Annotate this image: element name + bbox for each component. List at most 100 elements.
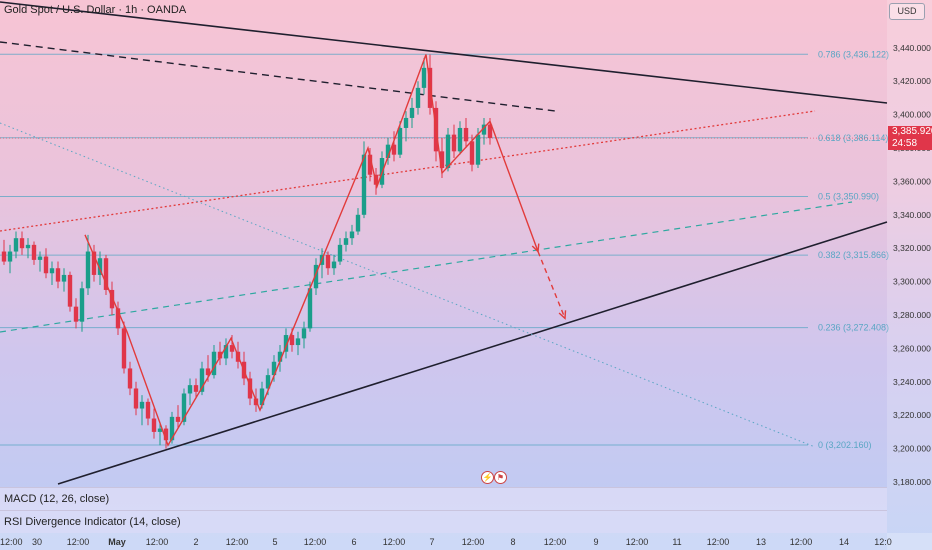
macd-label: MACD (12, 26, close)	[4, 493, 110, 505]
bar-countdown: 24:58	[888, 138, 932, 150]
candle-body	[331, 261, 337, 269]
candle-body	[199, 368, 205, 392]
time-tick-label: 12:00	[790, 537, 813, 547]
candle-body	[367, 154, 373, 175]
candle-76	[457, 121, 463, 155]
candle-15	[91, 244, 97, 282]
fib-label-0.618: 0.618 (3,386.114)	[818, 133, 888, 143]
fib-label-0: 0 (3,202.160)	[818, 440, 872, 450]
candlesticks	[1, 54, 493, 449]
price-tick-label: 3,200.000	[893, 444, 931, 454]
price-tick-label: 3,220.000	[893, 410, 931, 420]
zigzag-wave	[84, 54, 539, 447]
macd-pane[interactable]: MACD (12, 26, close)	[0, 487, 887, 510]
candle-body	[247, 378, 253, 399]
candle-29	[175, 405, 181, 429]
candle-body	[439, 151, 445, 169]
time-tick-label: 8	[510, 537, 515, 547]
currency-button[interactable]: USD	[889, 3, 925, 20]
lower-trendline	[57, 221, 888, 485]
candle-body	[229, 345, 235, 352]
candle-body	[409, 107, 415, 118]
time-tick-label: 7	[429, 537, 434, 547]
time-tick-label: 12:00	[707, 537, 730, 547]
time-tick-label: 12:00	[226, 537, 249, 547]
candle-body	[133, 388, 139, 409]
price-tick-label: 3,280.000	[893, 310, 931, 320]
rsi-divergence-pane[interactable]: RSI Divergence Indicator (14, close)	[0, 510, 887, 533]
candle-body	[451, 134, 457, 152]
candle-body	[121, 328, 127, 369]
candle-body	[277, 351, 283, 362]
candle-19	[115, 301, 121, 336]
candle-body	[325, 254, 331, 269]
candle-body	[97, 258, 103, 275]
candle-10	[61, 268, 67, 292]
candle-74	[445, 127, 451, 172]
time-tick-label: 12:0	[874, 537, 892, 547]
time-axis[interactable]: 12:00 30 12:00 May 12:00 2 12:00 5 12:00 6 12:00 7 1…	[0, 533, 932, 550]
candle-7	[43, 248, 49, 279]
red-dotted-trendline	[0, 110, 816, 232]
price-tick-label: 3,440.000	[893, 43, 931, 53]
candle-55	[331, 254, 337, 275]
candle-65	[391, 131, 397, 162]
symbol-title: Gold Spot / U.S. Dollar · 1h · OANDA	[4, 4, 187, 16]
candle-54	[325, 251, 331, 275]
candle-13	[79, 281, 85, 332]
candle-body	[193, 385, 199, 392]
candle-body	[361, 154, 367, 215]
candle-body	[169, 416, 175, 441]
candle-body	[421, 67, 427, 88]
candle-body	[475, 134, 481, 165]
time-tick-label: 11	[672, 537, 681, 547]
candle-56	[337, 238, 343, 265]
candle-77	[463, 117, 469, 148]
candle-26	[157, 421, 163, 446]
candle-body	[445, 134, 451, 169]
price-axis[interactable]: 3,180.000 3,200.000 3,220.000 3,240.000 3,26…	[887, 0, 932, 550]
candle-36	[217, 341, 223, 366]
candle-body	[289, 335, 295, 346]
candle-body	[397, 127, 403, 155]
candle-body	[337, 244, 343, 262]
fib-label-0.236: 0.236 (3,272.408)	[818, 323, 889, 333]
candle-body	[91, 251, 97, 275]
flag-icon[interactable]: ⚑	[494, 471, 507, 484]
time-tick-label: 2	[193, 537, 198, 547]
candle-body	[481, 124, 487, 135]
time-tick-label: May	[108, 537, 126, 547]
flash-icon[interactable]: ⚡	[481, 471, 494, 484]
candle-1	[7, 244, 13, 274]
candle-body	[73, 306, 79, 322]
last-price-label: 3,385.920	[888, 126, 932, 138]
candle-body	[151, 418, 157, 432]
price-tick-label: 3,400.000	[893, 110, 931, 120]
candle-33	[199, 361, 205, 396]
time-tick-label: 12:00	[0, 537, 23, 547]
candle-body	[301, 328, 307, 339]
fib-label-0.382: 0.382 (3,315.866)	[818, 250, 889, 260]
candle-body	[7, 251, 13, 262]
candle-25	[151, 408, 157, 439]
candle-22	[133, 381, 139, 416]
candle-38	[229, 335, 235, 359]
candle-body	[223, 345, 229, 359]
dashed-resistance-line	[0, 41, 556, 112]
fib-label-0.5: 0.5 (3,350.990)	[818, 191, 879, 201]
candle-80	[481, 117, 487, 145]
candle-32	[193, 378, 199, 399]
candle-body	[283, 335, 289, 352]
candle-body	[157, 428, 163, 432]
candle-body	[457, 127, 463, 152]
time-tick-label: 14	[839, 537, 849, 547]
candle-body	[145, 401, 151, 419]
arrowhead-2	[558, 310, 567, 320]
candle-body	[385, 144, 391, 159]
price-tick-label: 3,420.000	[893, 76, 931, 86]
candle-67	[403, 111, 409, 142]
candle-60	[361, 141, 367, 219]
candle-23	[139, 395, 145, 426]
price-tick-label: 3,320.000	[893, 243, 931, 253]
